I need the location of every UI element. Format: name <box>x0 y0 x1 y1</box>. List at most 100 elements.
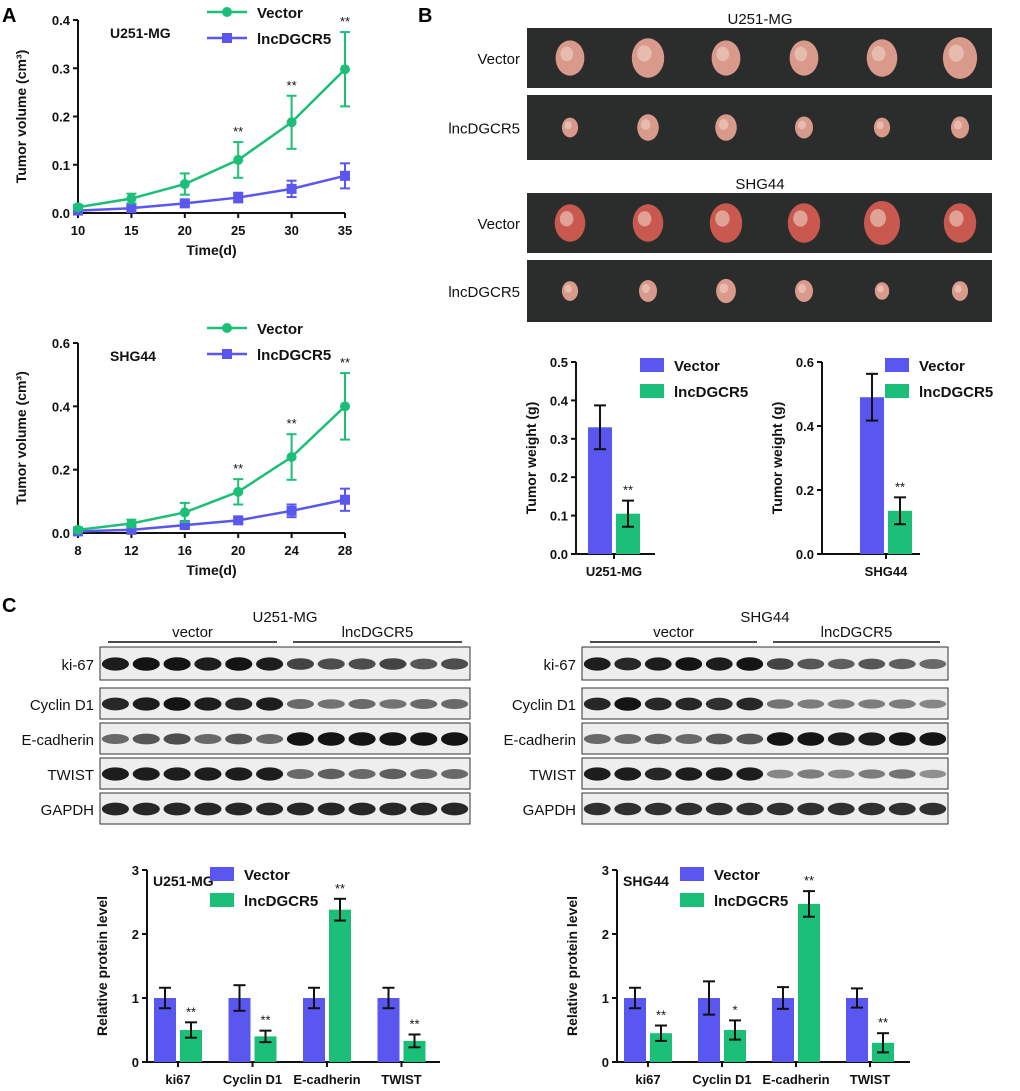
tumor-highlight <box>876 121 884 130</box>
blot-band <box>286 699 314 709</box>
bar-lncDGCR5 <box>724 1030 746 1062</box>
data-point <box>179 507 190 518</box>
blot-band <box>766 769 794 779</box>
legend-label: lncDGCR5 <box>714 893 788 910</box>
data-point <box>73 202 83 213</box>
blot-strip <box>99 757 471 790</box>
x-tick-label: 20 <box>231 543 245 558</box>
y-tick-label: 0.5 <box>550 355 568 370</box>
blot-band <box>675 802 703 816</box>
blot-band <box>705 657 733 671</box>
photo-group-title: U251-MG <box>727 11 792 28</box>
blot-band <box>163 733 191 745</box>
data-point <box>340 170 350 181</box>
chart-title: SHG44 <box>110 348 156 364</box>
blot-band <box>348 732 376 746</box>
tumor-highlight <box>949 210 964 227</box>
tumor-highlight <box>637 45 652 62</box>
y-axis-label: Tumor weight (g) <box>523 402 539 515</box>
y-axis-label: Tumor volume (cm³) <box>13 50 29 184</box>
tumor-highlight <box>948 44 964 62</box>
x-tick-label: 25 <box>231 223 245 238</box>
y-tick-label: 0 <box>602 1055 609 1070</box>
blot-band <box>194 802 222 816</box>
significance-mark: ** <box>287 78 297 93</box>
legend-swatch <box>680 893 704 907</box>
blot-band <box>644 733 672 745</box>
blot-band <box>286 769 314 779</box>
blot-band <box>163 697 191 711</box>
blot-group-label: vector <box>172 624 213 641</box>
protein-label: E-cadherin <box>21 732 94 749</box>
blot-band <box>583 767 611 781</box>
data-point <box>126 193 137 204</box>
blot-band <box>101 767 129 781</box>
tumor-highlight <box>870 209 886 227</box>
x-tick-label: 35 <box>338 223 352 238</box>
blot-band <box>827 802 855 816</box>
chart-title: SHG44 <box>623 873 669 889</box>
blot-band <box>441 699 469 709</box>
legend-label: Vector <box>244 867 290 884</box>
blot-band <box>888 658 916 670</box>
blot-band <box>379 699 407 709</box>
chart-title: U251-MG <box>110 25 171 41</box>
data-point <box>286 452 297 462</box>
protein-label: Cyclin D1 <box>30 697 94 714</box>
photo-group-title: SHG44 <box>735 176 784 193</box>
legend-marker <box>222 33 232 43</box>
blot-band <box>101 802 129 816</box>
blot-band <box>317 658 345 670</box>
blot-band <box>644 657 672 671</box>
y-tick-label: 0.6 <box>796 355 814 370</box>
blot-band <box>583 802 611 816</box>
blot-group-label: vector <box>653 624 694 641</box>
x-tick-label: Cyclin D1 <box>692 1072 751 1087</box>
blot-band <box>163 657 191 671</box>
blot-band <box>441 658 469 670</box>
tumor-highlight <box>793 210 808 227</box>
blot-group-label: lncDGCR5 <box>821 624 893 641</box>
blot-band <box>797 769 825 779</box>
y-tick-label: 0.4 <box>52 399 71 414</box>
bar-Vector <box>377 998 400 1062</box>
tumor-highlight <box>877 285 884 293</box>
blot-strip <box>581 646 949 681</box>
tumor-photo-strip <box>527 193 992 253</box>
legend-label: lncDGCR5 <box>919 384 993 401</box>
series-line-lncDGCR5 <box>77 174 346 212</box>
panel-label-b: B <box>418 5 432 27</box>
y-tick-label: 0.0 <box>550 547 568 562</box>
data-point <box>233 192 244 203</box>
blot-band <box>441 802 469 816</box>
y-tick-label: 0.4 <box>550 393 569 408</box>
blot-band <box>410 802 438 816</box>
blot-band <box>348 658 376 670</box>
blot-band <box>225 697 253 711</box>
y-tick-label: 1 <box>132 991 139 1006</box>
series-line-lncDGCR5 <box>77 498 346 533</box>
blot-band <box>410 769 438 779</box>
significance-mark: ** <box>340 14 350 29</box>
data-point <box>73 524 83 535</box>
blot-band <box>194 734 222 744</box>
tumor-highlight <box>559 211 574 227</box>
blot-band <box>614 802 642 816</box>
significance-mark: ** <box>804 873 814 888</box>
photo-row-label: Vector <box>477 216 520 233</box>
blot-band <box>888 699 916 709</box>
blot-band <box>583 657 611 671</box>
blot-band <box>583 697 611 711</box>
blot-strip <box>99 687 471 720</box>
legend-label: Vector <box>714 867 760 884</box>
blot-band <box>858 658 886 670</box>
data-point <box>126 203 137 214</box>
blot-group-label: lncDGCR5 <box>342 624 414 641</box>
protein-label: GAPDH <box>523 802 576 819</box>
data-point <box>340 494 350 505</box>
blot-band <box>348 802 376 816</box>
tumor-highlight <box>640 119 651 130</box>
photo-row-label: lncDGCR5 <box>448 121 520 138</box>
blot-band <box>286 732 314 746</box>
blot-band <box>410 658 438 670</box>
